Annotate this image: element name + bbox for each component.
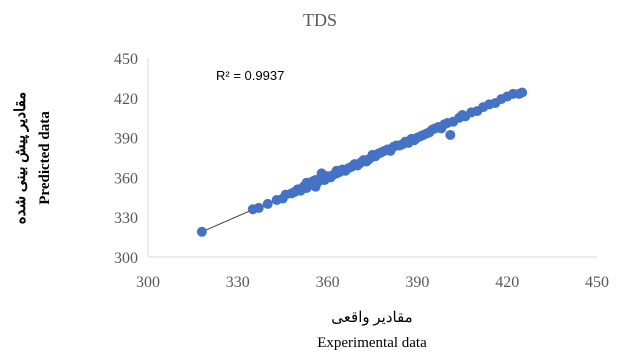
y-tick-labels: 300 330 360 390 420 450: [114, 51, 138, 267]
data-point: [517, 87, 528, 98]
data-points: [196, 87, 528, 237]
y-tick-label: 360: [114, 170, 138, 187]
data-point: [262, 198, 273, 209]
y-axis-label-fa: مقادیر پیش بینی شده: [13, 92, 30, 224]
data-point: [445, 129, 456, 140]
x-tick-label: 300: [136, 274, 160, 291]
x-axis-label-en: Experimental data: [317, 335, 427, 351]
x-tick-labels: 300 330 360 390 420 450: [136, 274, 609, 291]
x-tick-label: 390: [405, 274, 429, 291]
x-tick-label: 450: [585, 274, 609, 291]
y-tick-label: 390: [114, 131, 138, 148]
chart-title: TDS: [303, 10, 337, 30]
y-tick-label: 420: [114, 91, 138, 108]
r-squared-annotation: R² = 0.9937: [216, 68, 284, 83]
y-axis-label-en: Predicted data: [37, 111, 53, 205]
x-axis-label-fa: مقادیر واقعی: [331, 310, 412, 326]
y-tick-label: 300: [114, 250, 138, 267]
x-tick-label: 330: [226, 274, 250, 291]
x-tick-label: 420: [495, 274, 519, 291]
y-tick-label: 450: [114, 51, 138, 68]
data-point: [253, 202, 264, 213]
x-tick-label: 360: [316, 274, 340, 291]
data-point: [196, 226, 207, 237]
y-tick-label: 330: [114, 210, 138, 227]
